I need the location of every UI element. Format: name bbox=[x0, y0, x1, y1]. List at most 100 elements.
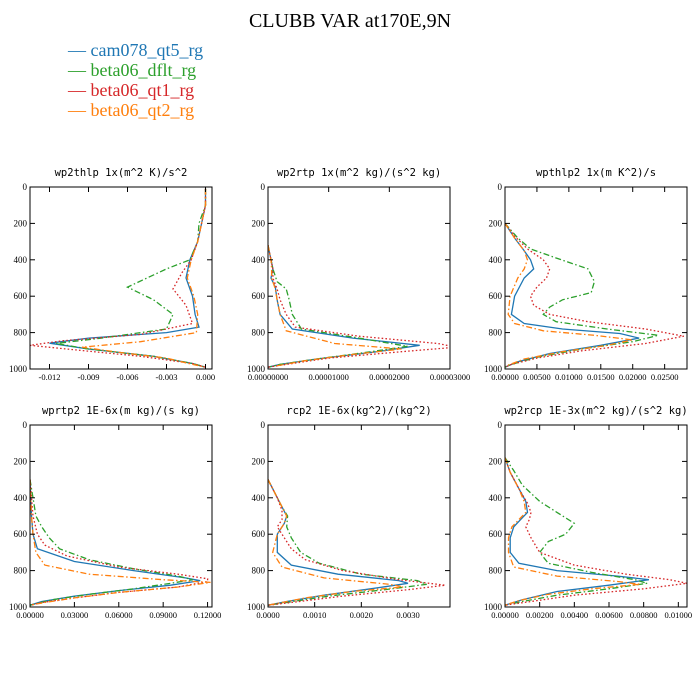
chart-panel-6: wp2rcp 1E-3x(m^2 kg)/(s^2 kg)0 200 400 600 8… bbox=[484, 405, 692, 620]
legend-item-beta06-qt1: — beta06_qt1_rg bbox=[68, 80, 203, 100]
plot-frame bbox=[267, 424, 451, 608]
y-tick-label: 800 bbox=[14, 566, 28, 576]
y-tick-label: 0 bbox=[498, 420, 503, 430]
x-tick-label: 0.01000 bbox=[665, 610, 693, 620]
x-tick-label: 0.03000 bbox=[61, 610, 89, 620]
y-tick-label: 400 bbox=[489, 255, 503, 265]
y-tick-label: 800 bbox=[252, 566, 266, 576]
series-line-beta06_qt2_rg bbox=[505, 223, 633, 367]
series-line-beta06_qt2_rg bbox=[81, 188, 207, 368]
y-tick-label: 0 bbox=[498, 182, 503, 192]
x-tick-label: -0.009 bbox=[78, 372, 100, 382]
x-tick-label: 0.00200 bbox=[526, 610, 554, 620]
series-line-beta06_qt2_rg bbox=[268, 245, 402, 367]
x-tick-label: 0.00400 bbox=[561, 610, 589, 620]
plot-frame bbox=[504, 424, 688, 608]
y-tick-label: 400 bbox=[252, 493, 266, 503]
x-tick-label: 0.00000 bbox=[16, 610, 44, 620]
x-tick-label: 0.00000 bbox=[491, 372, 519, 382]
y-tick-label: 600 bbox=[489, 529, 503, 539]
y-tick-label: 600 bbox=[252, 529, 266, 539]
x-tick-label: -0.003 bbox=[156, 372, 178, 382]
series-line-beta06_qt2_rg bbox=[30, 479, 211, 606]
y-tick-label: 1000 bbox=[484, 364, 503, 374]
series-line-beta06_qt1_rg bbox=[505, 223, 684, 368]
x-tick-label: 0.0030 bbox=[396, 610, 419, 620]
y-tick-label: 1000 bbox=[247, 364, 266, 374]
y-tick-label: 200 bbox=[489, 456, 503, 466]
y-tick-label: 1000 bbox=[247, 602, 266, 612]
y-tick-label: 400 bbox=[252, 255, 266, 265]
legend-label: beta06_qt1_rg bbox=[90, 80, 195, 100]
y-tick-label: 200 bbox=[252, 218, 266, 228]
plot-frame bbox=[504, 186, 688, 370]
panel-title: wp2thlp 1x(m^2 K)/s^2 bbox=[55, 167, 188, 179]
legend-line-marker: — bbox=[68, 100, 91, 120]
legend-label: cam078_qt5_rg bbox=[90, 40, 204, 60]
legend-line-marker: — bbox=[68, 60, 91, 80]
legend-item-beta06-qt2: — beta06_qt2_rg bbox=[68, 100, 203, 120]
panel-title: wp2rcp 1E-3x(m^2 kg)/(s^2 kg) bbox=[504, 405, 687, 417]
legend-line-marker: — bbox=[68, 40, 91, 60]
series-line-beta06_dflt_rg bbox=[268, 479, 427, 606]
x-tick-label: -0.012 bbox=[39, 372, 61, 382]
series-line-beta06_qt1_rg bbox=[268, 245, 450, 368]
y-tick-label: 800 bbox=[489, 328, 503, 338]
y-tick-label: 800 bbox=[14, 328, 28, 338]
chart-panel-3: wpthlp2 1x(m K^2)/s 0 200 400 600 800 10000.00… bbox=[484, 167, 688, 382]
x-tick-label: 0.00600 bbox=[595, 610, 623, 620]
y-tick-label: 600 bbox=[252, 291, 266, 301]
series-line-beta06_qt1_rg bbox=[30, 188, 207, 368]
y-tick-label: 600 bbox=[14, 291, 28, 301]
x-tick-label: 0.02000 bbox=[619, 372, 647, 382]
series-line-beta06_dflt_rg bbox=[505, 457, 648, 606]
panel-title: wp2rtp 1x(m^2 kg)/(s^2 kg) bbox=[277, 167, 441, 179]
series-line-cam078_qt5_rg bbox=[505, 457, 649, 606]
panel-title: wpthlp2 1x(m K^2)/s bbox=[536, 167, 656, 179]
y-tick-label: 800 bbox=[489, 566, 503, 576]
panel-title: wprtp2 1E-6x(m kg)/(s kg) bbox=[42, 405, 200, 417]
y-tick-label: 600 bbox=[489, 291, 503, 301]
legend-line-marker: — bbox=[68, 80, 91, 100]
y-tick-label: 1000 bbox=[9, 364, 28, 374]
legend-label: beta06_dflt_rg bbox=[90, 60, 197, 80]
y-tick-label: 0 bbox=[261, 182, 266, 192]
series-line-beta06_dflt_rg bbox=[505, 222, 659, 368]
series-line-cam078_qt5_rg bbox=[268, 479, 409, 606]
x-tick-label: 0.00000000 bbox=[248, 372, 288, 382]
x-tick-label: 0.0010 bbox=[303, 610, 326, 620]
x-tick-label: 0.00002000 bbox=[369, 372, 409, 382]
x-tick-label: 0.00000 bbox=[491, 610, 519, 620]
y-tick-label: 800 bbox=[252, 328, 266, 338]
series-line-beta06_qt2_rg bbox=[268, 479, 404, 606]
x-tick-label: 0.00003000 bbox=[430, 372, 470, 382]
x-tick-label: 0.01500 bbox=[587, 372, 615, 382]
legend-item-beta06-dflt: — beta06_dflt_rg bbox=[68, 60, 203, 80]
plot-frame bbox=[29, 186, 213, 370]
plot-frame bbox=[29, 424, 213, 608]
y-tick-label: 0 bbox=[261, 420, 266, 430]
y-tick-label: 0 bbox=[23, 182, 28, 192]
y-tick-label: 200 bbox=[489, 218, 503, 228]
x-tick-label: 0.000 bbox=[196, 372, 215, 382]
y-tick-label: 400 bbox=[489, 493, 503, 503]
y-tick-label: 1000 bbox=[9, 602, 28, 612]
legend-label: beta06_qt2_rg bbox=[90, 100, 195, 120]
panel-title: rcp2 1E-6x(kg^2)/(kg^2) bbox=[286, 405, 431, 417]
x-tick-label: -0.006 bbox=[117, 372, 139, 382]
series-line-beta06_qt2_rg bbox=[505, 457, 641, 606]
series-line-cam078_qt5_rg bbox=[30, 479, 201, 606]
x-tick-label: 0.01000 bbox=[555, 372, 583, 382]
series-line-beta06_qt1_rg bbox=[268, 479, 446, 606]
x-tick-label: 0.0000 bbox=[256, 610, 279, 620]
x-tick-label: 0.06000 bbox=[105, 610, 133, 620]
series-line-beta06_qt1_rg bbox=[30, 479, 209, 606]
y-tick-label: 600 bbox=[14, 529, 28, 539]
chart-panel-1: wp2thlp 1x(m^2 K)/s^2 0 200 400 600 800 1000 -0… bbox=[9, 167, 215, 382]
x-tick-label: 0.02500 bbox=[651, 372, 679, 382]
figure-title: CLUBB VAR at170E,9N bbox=[248, 10, 452, 32]
y-tick-label: 1000 bbox=[484, 602, 503, 612]
y-tick-label: 0 bbox=[23, 420, 28, 430]
y-tick-label: 200 bbox=[252, 456, 266, 466]
